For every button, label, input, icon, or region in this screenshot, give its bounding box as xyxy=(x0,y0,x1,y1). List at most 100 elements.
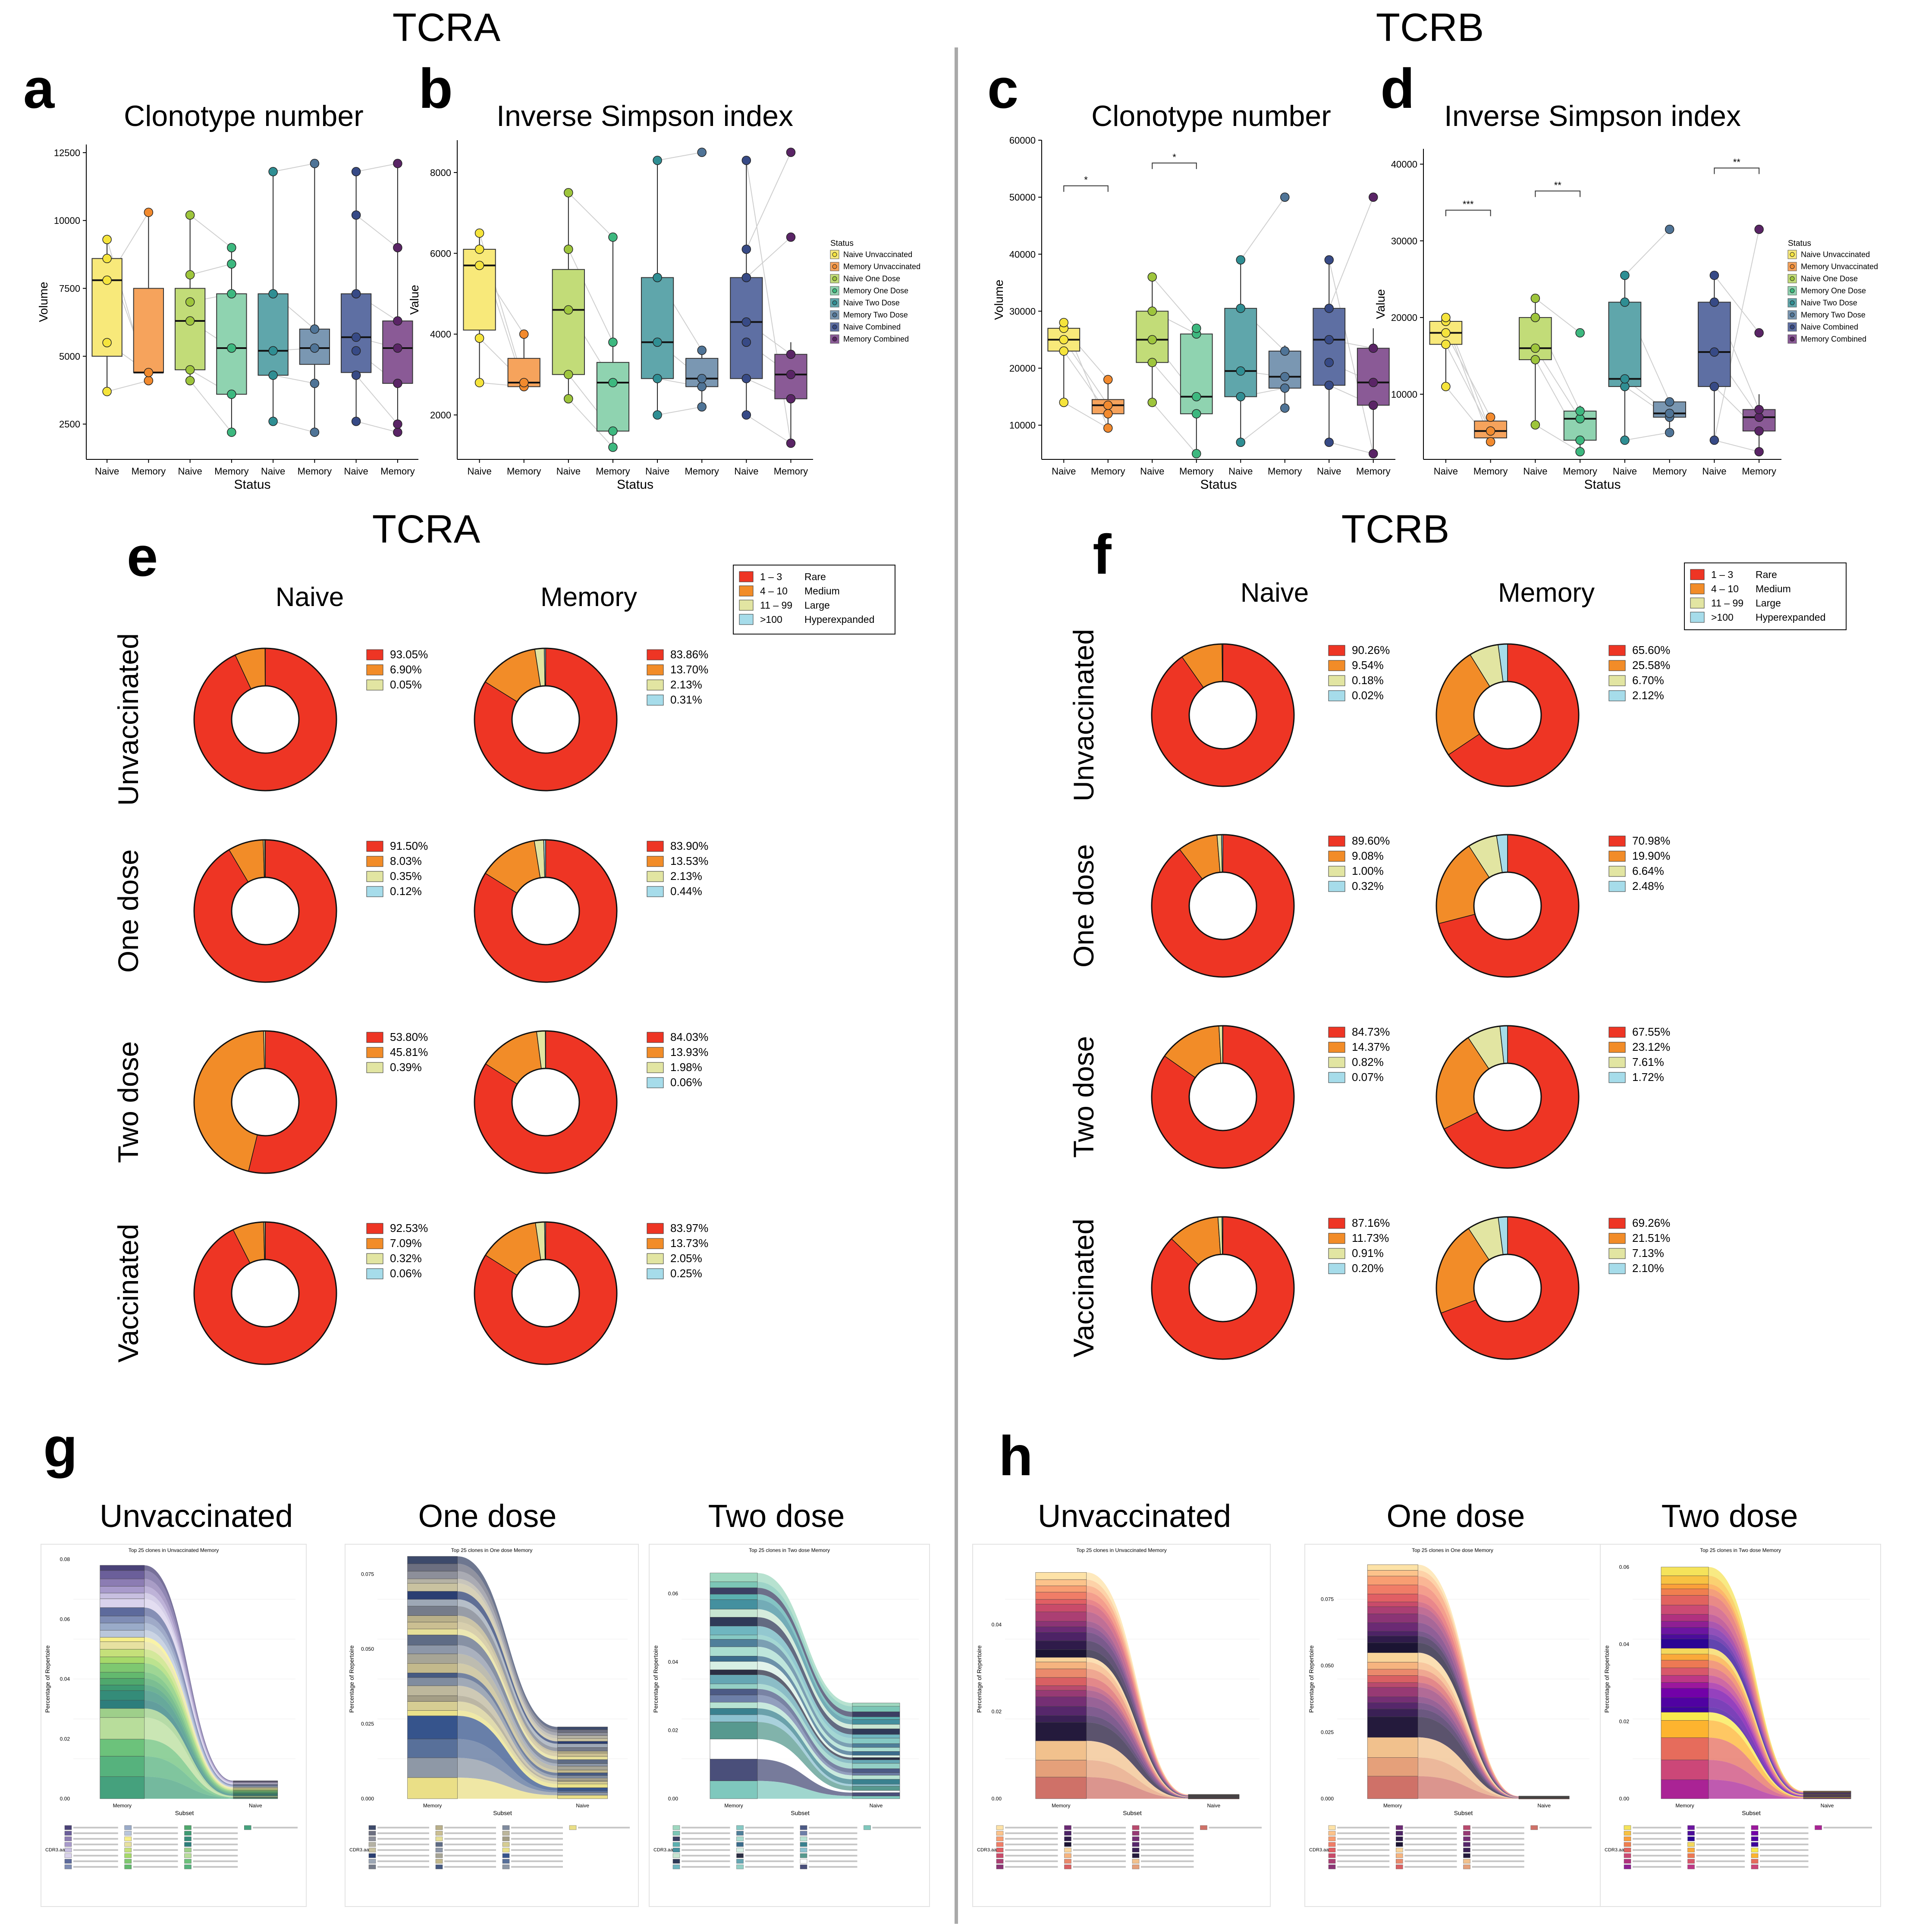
donut-inner-hole xyxy=(1188,1253,1257,1323)
legend-key xyxy=(1530,1825,1538,1830)
x-tick-label: Memory xyxy=(507,466,541,477)
alluvial-flow xyxy=(1709,1584,1803,1792)
naive-stratum xyxy=(852,1719,900,1725)
data-point xyxy=(185,316,195,326)
legend-key-text-placeholder xyxy=(133,1827,178,1828)
legend-key xyxy=(368,1847,376,1853)
alluvial-flow xyxy=(1709,1779,1803,1799)
legend-key-text-placeholder xyxy=(1404,1849,1457,1851)
data-point xyxy=(608,337,618,347)
alluvial-flow xyxy=(144,1579,233,1782)
pair-line xyxy=(107,380,149,392)
legend-key-text-placeholder xyxy=(1404,1838,1457,1840)
alluvial-flow xyxy=(1086,1760,1188,1799)
data-point xyxy=(1369,343,1378,353)
legend-key-text-placeholder xyxy=(682,1866,730,1868)
legend-key-text-placeholder xyxy=(193,1866,238,1868)
naive-stratum xyxy=(852,1786,900,1791)
legend-key-text-placeholder xyxy=(73,1844,118,1845)
donut-naive: 84.73% 14.37% 0.82% 0.07% xyxy=(1151,1025,1390,1169)
y-axis-label: Percentage of Repertoire xyxy=(44,1645,51,1713)
legend-dot xyxy=(1790,324,1795,330)
memory-stratum xyxy=(1661,1660,1709,1668)
donut-legend-swatch xyxy=(1328,1042,1345,1053)
data-point xyxy=(1575,406,1585,416)
legend-key-text-placeholder xyxy=(1337,1838,1390,1840)
data-point xyxy=(351,210,361,220)
donut-slice-3 xyxy=(1222,1216,1223,1255)
alluvial-flow xyxy=(144,1571,233,1782)
legend-range: 4 – 10 xyxy=(1711,583,1739,594)
alluvial-flow xyxy=(457,1778,558,1799)
significance-stars: ** xyxy=(1733,157,1741,167)
donut-legend-swatch xyxy=(1328,836,1345,847)
legend-key xyxy=(569,1825,577,1830)
y-tick-label: 0.050 xyxy=(361,1646,374,1652)
legend-key xyxy=(864,1825,871,1830)
legend-dot xyxy=(1790,276,1795,281)
memory-stratum xyxy=(407,1715,458,1739)
legend-key xyxy=(368,1864,376,1869)
memory-stratum xyxy=(407,1599,458,1606)
chart-title: One dose xyxy=(418,1498,557,1534)
donut-legend-swatch xyxy=(1328,1057,1345,1068)
donut-outer-ring xyxy=(193,1221,337,1365)
pair-line xyxy=(1329,197,1374,309)
legend-key-text-placeholder xyxy=(1005,1849,1058,1851)
y-tick-label: 10000 xyxy=(1391,389,1417,400)
header-tcra-mid: TCRA xyxy=(372,507,481,551)
box-4 xyxy=(258,293,289,376)
data-point xyxy=(1280,192,1290,202)
donut-legend-swatch xyxy=(366,871,383,882)
legend-key-text-placeholder xyxy=(1472,1860,1524,1862)
memory-stratum xyxy=(710,1714,758,1722)
donut-legend-swatch xyxy=(366,679,383,691)
alluvial-flow xyxy=(1709,1576,1803,1792)
legend-key xyxy=(736,1864,744,1869)
donut-percent-label: 21.51% xyxy=(1632,1231,1670,1244)
memory-stratum xyxy=(1367,1669,1418,1676)
memory-stratum xyxy=(710,1781,758,1799)
naive-stratum xyxy=(852,1757,900,1760)
donut-percent-label: 7.09% xyxy=(390,1237,422,1250)
memory-stratum xyxy=(100,1616,145,1624)
legend-item: Naive Two Dose xyxy=(843,298,900,307)
donut-percent-label: 11.73% xyxy=(1352,1231,1389,1244)
alluvial-panels: g Unvaccinated Top 25 clones in Unvaccinat… xyxy=(41,1416,1881,1907)
data-point xyxy=(144,376,154,386)
data-point xyxy=(1665,428,1674,437)
legend-key-text-placeholder xyxy=(133,1844,178,1845)
memory-stratum xyxy=(1367,1662,1418,1670)
alluvial-flow xyxy=(457,1645,558,1766)
data-point xyxy=(351,346,361,356)
legend-key-text-placeholder xyxy=(1633,1832,1681,1834)
legend-key-text-placeholder xyxy=(1337,1849,1390,1851)
donut-legend-swatch xyxy=(366,649,383,660)
donut-legend-swatch xyxy=(1608,1027,1626,1038)
legend-key-text-placeholder xyxy=(444,1849,496,1851)
alluvial-flow xyxy=(457,1579,558,1739)
memory-stratum xyxy=(1367,1703,1418,1709)
donut-percent-label: 23.12% xyxy=(1632,1040,1670,1053)
legend-key xyxy=(1624,1842,1631,1847)
memory-stratum xyxy=(1035,1657,1087,1662)
pair-line xyxy=(1240,197,1285,261)
pair-line xyxy=(1329,442,1373,454)
legend-key-text-placeholder xyxy=(193,1860,238,1862)
legend-item: Naive One Dose xyxy=(843,274,900,283)
legend-item: Naive Unvaccinated xyxy=(843,250,912,259)
memory-stratum xyxy=(407,1583,458,1592)
donut-legend-swatch xyxy=(1608,690,1626,701)
data-point xyxy=(1754,328,1764,338)
x-tick-label: Memory xyxy=(1091,466,1125,477)
legend-key xyxy=(1064,1842,1071,1847)
memory-stratum xyxy=(1367,1696,1418,1703)
memory-stratum xyxy=(1035,1662,1087,1669)
legend-key-text-placeholder xyxy=(1696,1849,1745,1851)
data-point xyxy=(608,426,618,436)
legend-range: 1 – 3 xyxy=(760,571,782,582)
donut-legend-swatch xyxy=(1328,690,1345,701)
legend-frame xyxy=(733,565,895,635)
memory-stratum xyxy=(1661,1589,1709,1596)
alluvial-flow xyxy=(1418,1564,1519,1796)
